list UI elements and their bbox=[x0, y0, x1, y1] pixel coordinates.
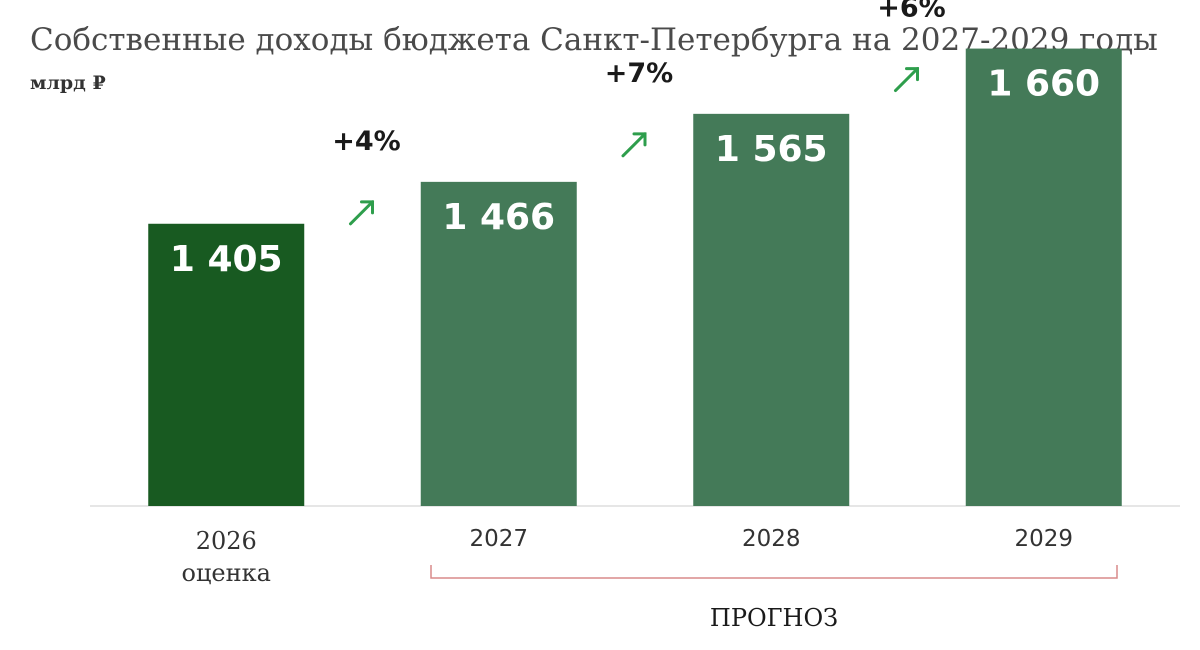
growth-label: +6% bbox=[877, 0, 945, 24]
growth-label: +4% bbox=[332, 126, 400, 157]
x-tick-label: оценка bbox=[182, 559, 271, 587]
bar-2 bbox=[420, 181, 577, 506]
forecast-label: ПРОГНОЗ bbox=[710, 604, 838, 632]
x-tick-label: 2026 bbox=[196, 527, 257, 555]
growth-arrow-icon bbox=[894, 67, 919, 93]
bar-value-label: 1 466 bbox=[442, 197, 555, 238]
forecast-bracket bbox=[430, 565, 1118, 579]
growth-arrow-icon bbox=[349, 200, 374, 226]
x-tick-label: 2029 bbox=[1014, 526, 1073, 552]
bar-value-label: 1 565 bbox=[715, 129, 828, 170]
bar-1 bbox=[148, 223, 305, 506]
growth-arrow-icon bbox=[621, 132, 647, 158]
x-tick-label: 2027 bbox=[469, 526, 528, 552]
bar-value-label: 1 405 bbox=[170, 239, 283, 280]
bar-4 bbox=[965, 48, 1122, 507]
bar-3 bbox=[693, 113, 850, 506]
unit-label: млрд ₽ bbox=[30, 72, 106, 94]
bar-value-label: 1 660 bbox=[987, 64, 1100, 105]
x-tick-label: 2028 bbox=[742, 526, 801, 552]
growth-label: +7% bbox=[605, 58, 673, 89]
